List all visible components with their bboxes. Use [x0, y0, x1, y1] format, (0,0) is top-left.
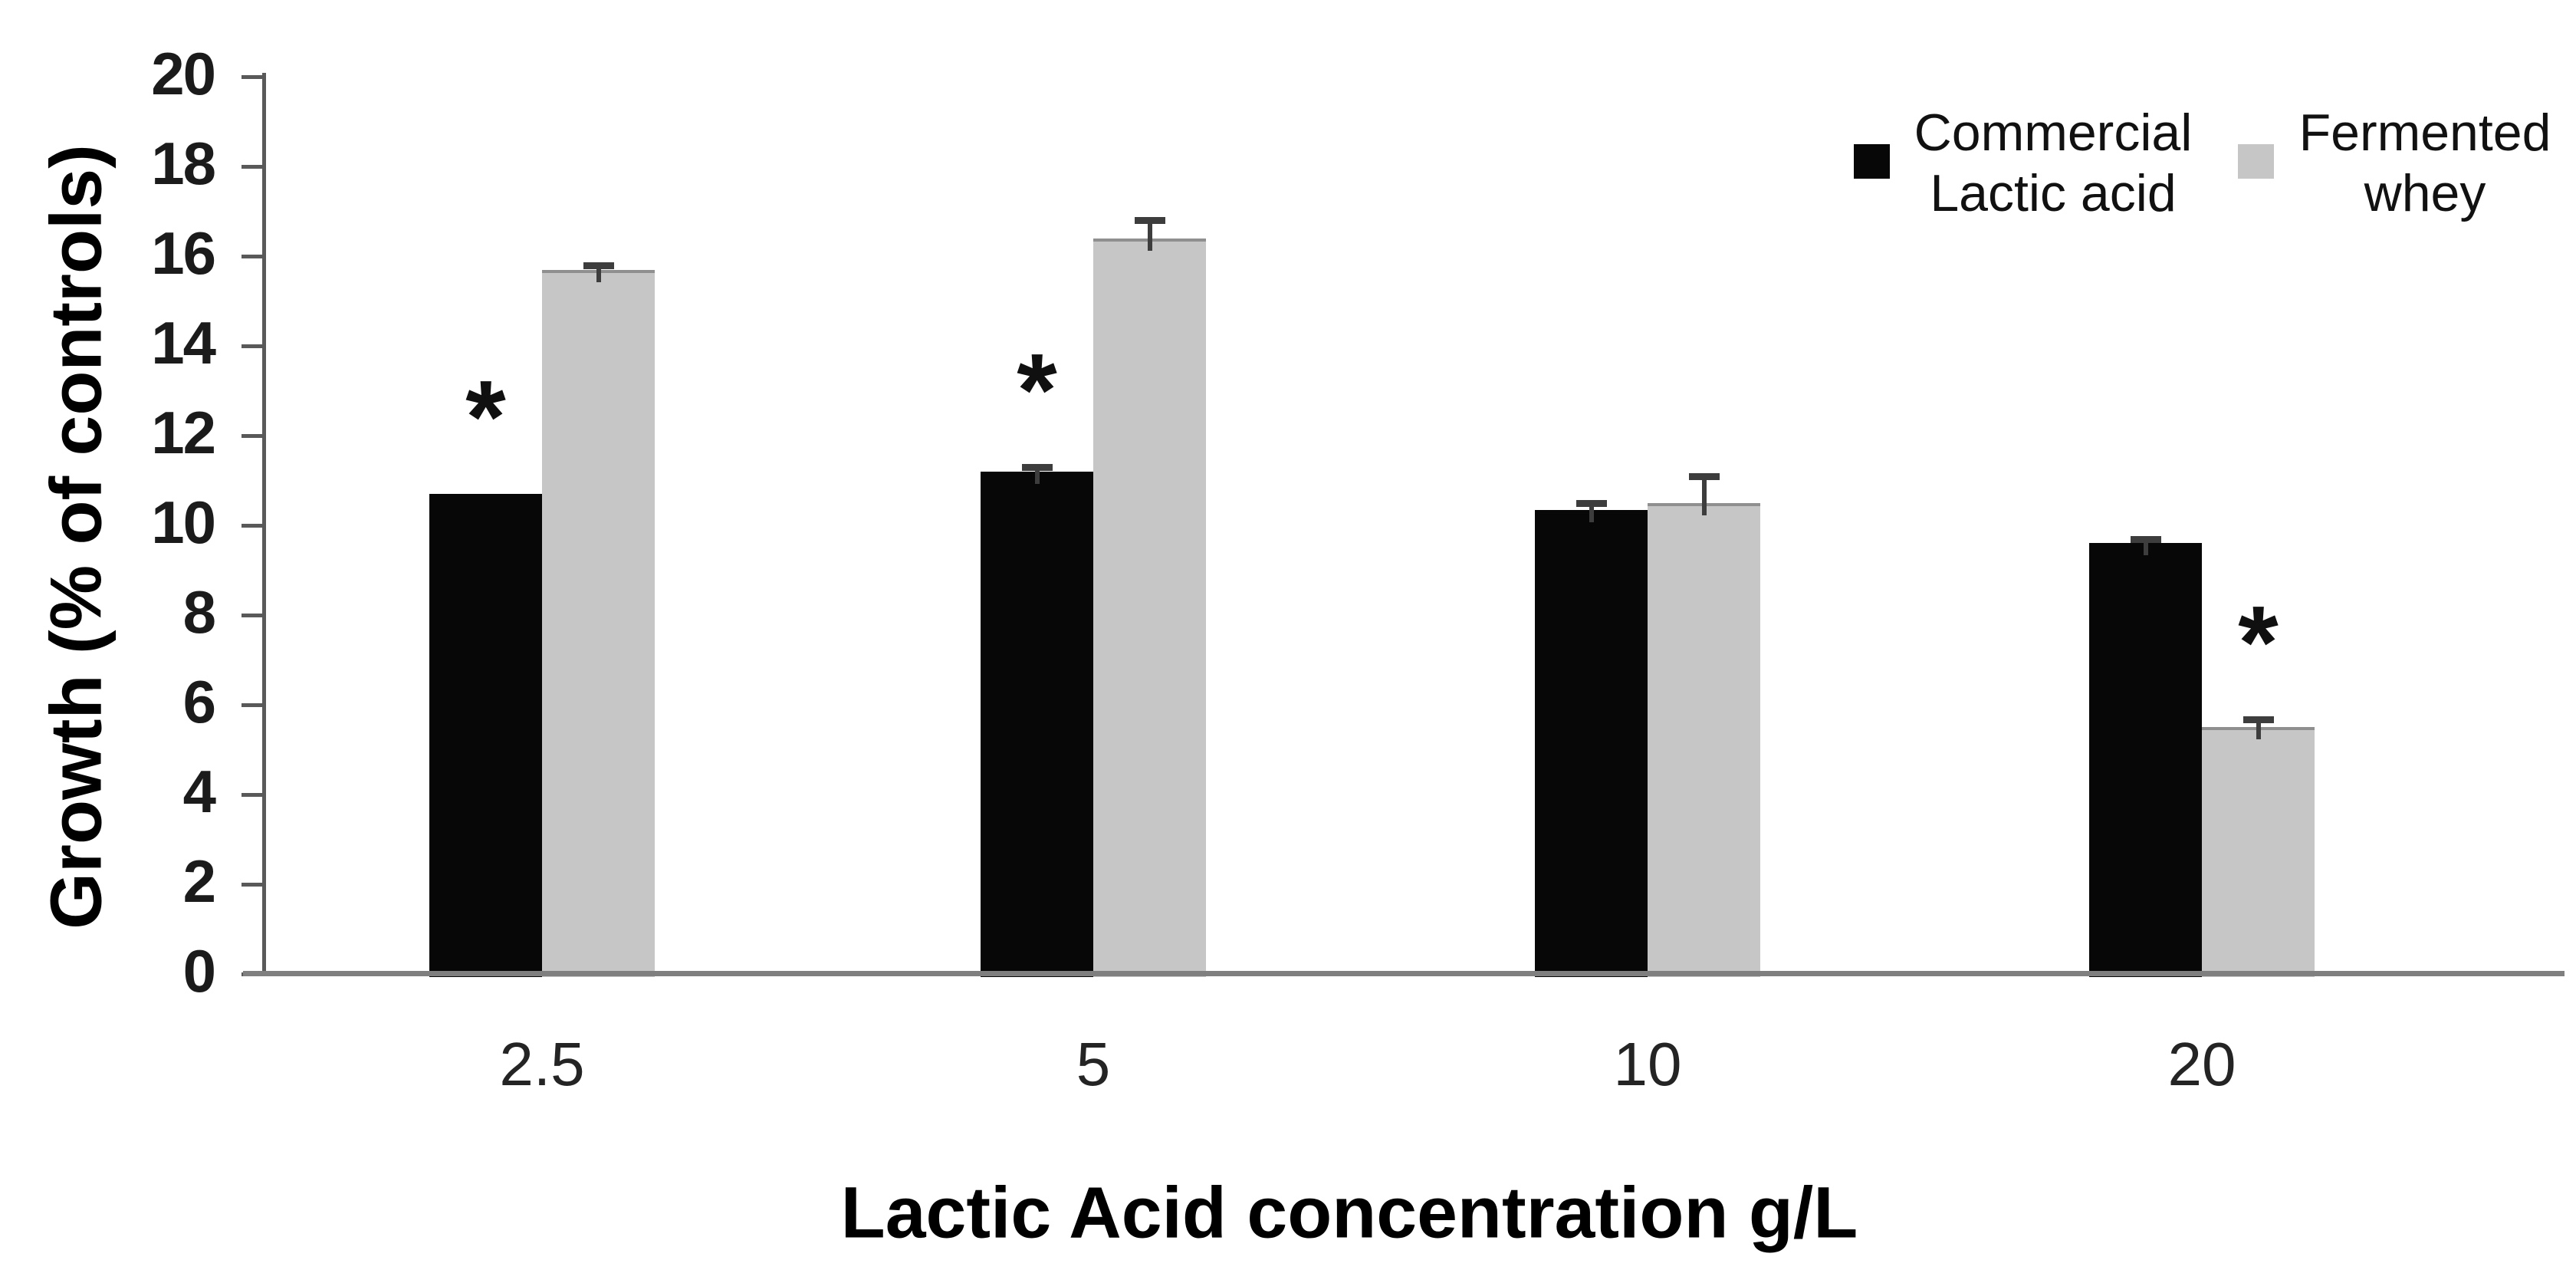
y-tick-label: 10: [151, 488, 216, 556]
y-tick-mark: [242, 524, 262, 528]
error-bar-stem-commercial-lactic-acid-5: [1034, 466, 1040, 484]
bar-fermented-whey-10: [1648, 502, 1760, 977]
legend-label-commercial-lactic-acid: Commercial Lactic acid: [1914, 104, 2193, 222]
y-tick-label: 12: [151, 398, 216, 466]
x-tick-label: 5: [1076, 1030, 1111, 1098]
y-tick-label: 14: [151, 308, 216, 377]
error-bar-cap-fermented-whey-10: [1688, 472, 1720, 480]
bar-commercial-lactic-acid-10: [1535, 509, 1648, 977]
y-axis-title: Growth (% of controls): [35, 144, 117, 929]
error-bar-stem-fermented-whey-20: [2256, 719, 2261, 740]
error-bar-cap-fermented-whey-5: [1134, 217, 1165, 225]
y-tick-mark: [242, 434, 262, 438]
error-bar-cap-commercial-lactic-acid-5: [1021, 463, 1053, 471]
error-bar-cap-commercial-lactic-acid-10: [1576, 499, 1607, 507]
x-tick-label: 10: [1613, 1030, 1682, 1098]
y-tick-label: 18: [151, 129, 216, 197]
bar-fermented-whey-20: [2202, 727, 2315, 977]
y-tick-mark: [242, 793, 262, 797]
x-axis-line: [243, 971, 2564, 976]
legend-swatch-fermented-whey: [2238, 144, 2274, 179]
y-tick-mark: [242, 703, 262, 707]
legend-swatch-commercial-lactic-acid: [1854, 144, 1890, 179]
y-tick-label: 4: [182, 757, 216, 825]
bar-commercial-lactic-acid-20: [2089, 543, 2202, 977]
y-tick-label: 8: [182, 577, 216, 646]
error-bar-stem-commercial-lactic-acid-20: [2143, 538, 2148, 556]
x-tick-label: 2.5: [499, 1030, 585, 1098]
y-tick-mark: [242, 75, 262, 79]
y-tick-label: 16: [151, 219, 216, 287]
y-axis-line: [262, 73, 266, 976]
y-tick-label: 2: [182, 847, 216, 915]
y-tick-mark: [242, 165, 262, 169]
y-tick-label: 0: [182, 936, 216, 1005]
y-tick-label: 6: [182, 667, 216, 735]
error-bar-stem-fermented-whey-10: [1701, 475, 1707, 515]
y-tick-mark: [242, 883, 262, 887]
bar-commercial-lactic-acid-5: [981, 471, 1093, 977]
bar-fermented-whey-5: [1093, 238, 1206, 977]
error-bar-stem-commercial-lactic-acid-10: [1589, 502, 1594, 522]
y-tick-mark: [242, 344, 262, 348]
error-bar-stem-fermented-whey-5: [1147, 220, 1152, 251]
error-bar-cap-commercial-lactic-acid-20: [2130, 535, 2161, 543]
error-bar-cap-fermented-whey-20: [2242, 716, 2274, 724]
x-tick-label: 20: [2167, 1030, 2236, 1098]
error-bar-cap-fermented-whey-2.5: [583, 262, 614, 269]
bar-commercial-lactic-acid-2.5: [429, 494, 542, 977]
y-tick-mark: [242, 255, 262, 258]
x-axis-title: Lactic Acid concentration g/L: [840, 1172, 1858, 1254]
error-bar-stem-fermented-whey-2.5: [596, 265, 601, 282]
y-tick-label: 20: [151, 39, 216, 107]
bar-fermented-whey-2.5: [542, 269, 655, 977]
y-tick-mark: [242, 614, 262, 617]
legend-label-fermented-whey: Fermented whey: [2298, 104, 2551, 222]
